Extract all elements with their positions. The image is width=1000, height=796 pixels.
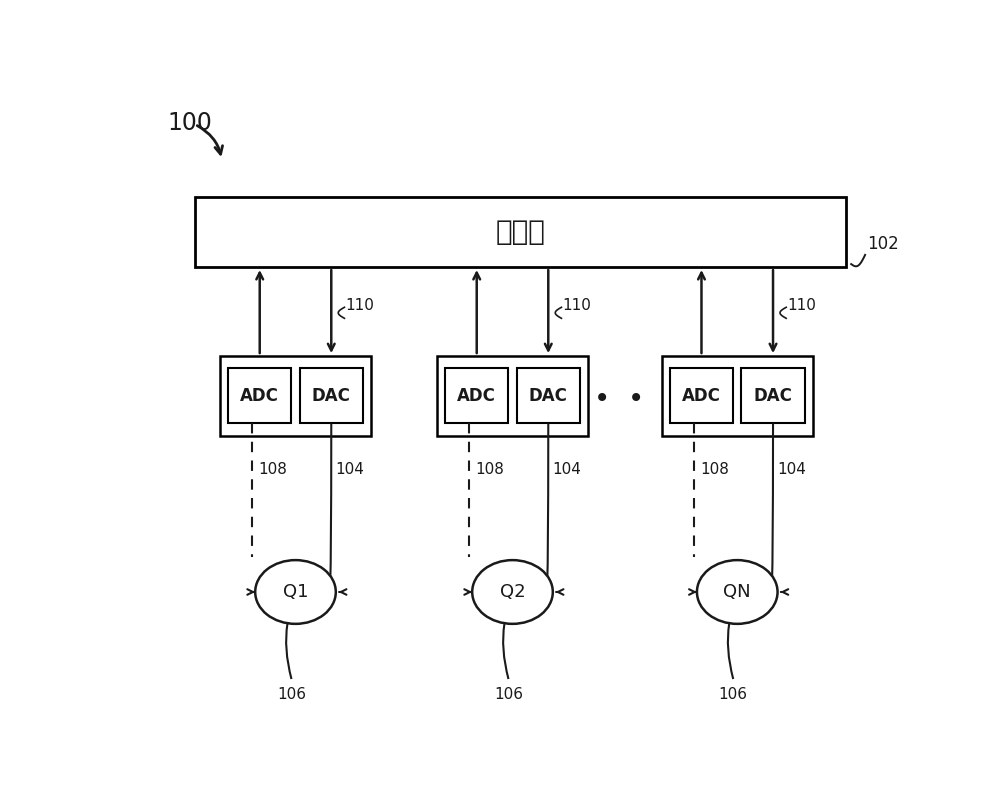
Text: 108: 108 xyxy=(258,462,287,477)
Text: DAC: DAC xyxy=(754,387,792,405)
Text: Q2: Q2 xyxy=(500,583,525,601)
Text: ADC: ADC xyxy=(682,387,721,405)
Text: 110: 110 xyxy=(562,298,591,313)
Text: 108: 108 xyxy=(475,462,504,477)
Text: •  •: • • xyxy=(594,385,645,413)
Text: DAC: DAC xyxy=(529,387,568,405)
Text: 104: 104 xyxy=(552,462,581,477)
Circle shape xyxy=(255,560,336,624)
Text: 106: 106 xyxy=(719,687,748,702)
Text: 100: 100 xyxy=(168,111,212,135)
Text: DAC: DAC xyxy=(312,387,351,405)
Text: 110: 110 xyxy=(787,298,816,313)
Bar xyxy=(517,369,580,423)
Bar xyxy=(445,369,508,423)
Circle shape xyxy=(472,560,553,624)
Text: 106: 106 xyxy=(277,687,306,702)
Bar xyxy=(437,356,588,435)
Text: 102: 102 xyxy=(867,235,899,253)
Text: Q1: Q1 xyxy=(283,583,308,601)
Text: 104: 104 xyxy=(777,462,806,477)
Bar xyxy=(300,369,363,423)
Text: ADC: ADC xyxy=(457,387,496,405)
Text: 110: 110 xyxy=(345,298,374,313)
Bar xyxy=(228,369,291,423)
Bar xyxy=(741,369,805,423)
Text: QN: QN xyxy=(723,583,751,601)
Text: ADC: ADC xyxy=(240,387,279,405)
Text: 104: 104 xyxy=(335,462,364,477)
Text: 108: 108 xyxy=(700,462,729,477)
Text: 控制器: 控制器 xyxy=(495,218,545,246)
Bar xyxy=(220,356,371,435)
Circle shape xyxy=(697,560,778,624)
Bar xyxy=(670,369,733,423)
Text: 106: 106 xyxy=(494,687,523,702)
Bar xyxy=(195,197,846,267)
Bar xyxy=(662,356,813,435)
